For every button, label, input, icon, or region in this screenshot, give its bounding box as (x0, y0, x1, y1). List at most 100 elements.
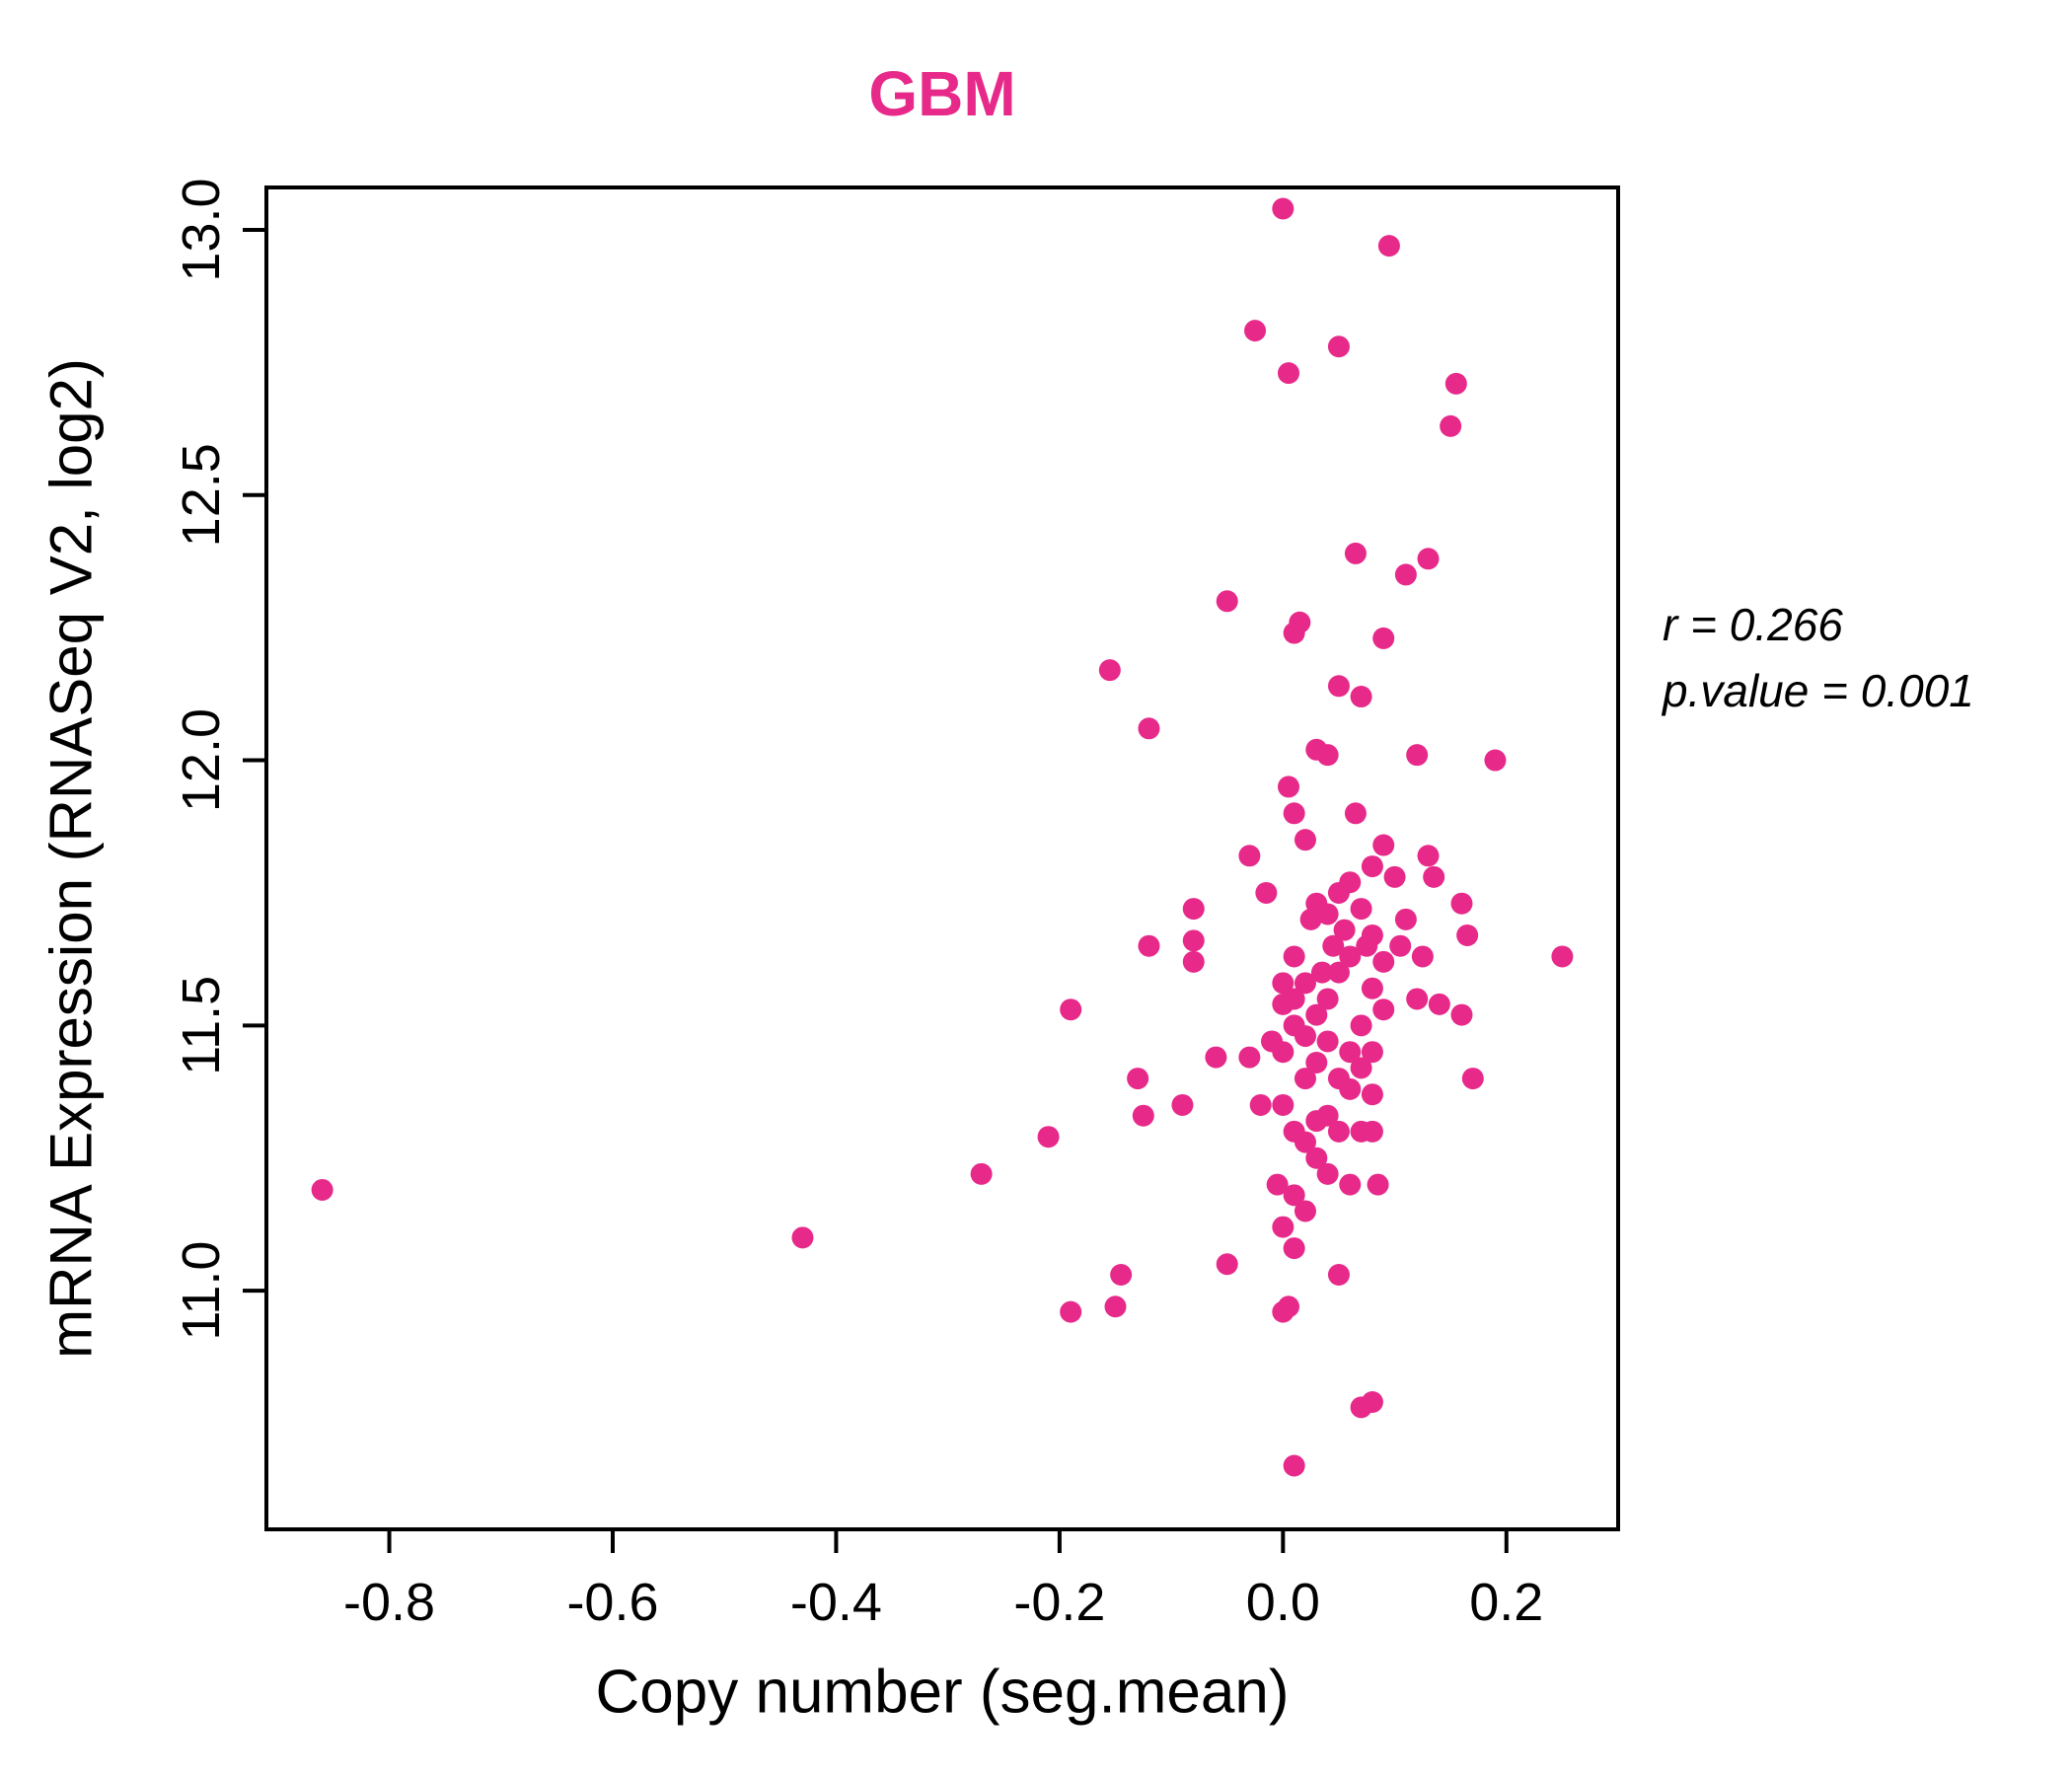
data-point (1394, 563, 1417, 586)
data-point (1060, 999, 1082, 1021)
data-point (1456, 924, 1479, 946)
data-point (1417, 548, 1440, 570)
data-point (1272, 1041, 1295, 1064)
data-point (1361, 1083, 1383, 1106)
data-point (1305, 1147, 1328, 1169)
data-point (1037, 1126, 1060, 1148)
data-point (1294, 829, 1316, 851)
data-point (1411, 945, 1434, 968)
data-point (1450, 1003, 1473, 1026)
data-point (1171, 1093, 1194, 1116)
chart-title: GBM (868, 58, 1016, 129)
data-point (1305, 1051, 1328, 1073)
data-point (1372, 950, 1395, 973)
data-point (1339, 1077, 1362, 1100)
data-point (1389, 934, 1412, 957)
data-point (1098, 659, 1121, 682)
data-point (1372, 627, 1395, 649)
x-axis-label: Copy number (seg.mean) (595, 1658, 1290, 1727)
data-point (1344, 802, 1367, 825)
r-value-text: r = 0.266 (1663, 599, 1843, 650)
data-point (1372, 834, 1395, 856)
data-point (1333, 919, 1356, 941)
data-point (1283, 1454, 1305, 1477)
data-point (1272, 1093, 1295, 1116)
y-tick-label: 11.0 (172, 1241, 231, 1341)
data-point (1322, 934, 1345, 957)
data-point (1216, 590, 1238, 613)
y-tick-label: 11.5 (172, 976, 231, 1075)
x-tick-label: -0.2 (1013, 1573, 1105, 1632)
data-point (1406, 988, 1429, 1010)
x-tick-label: -0.6 (566, 1573, 658, 1632)
data-point (1272, 993, 1295, 1015)
data-point (1205, 1046, 1227, 1069)
data-point (1299, 908, 1322, 930)
data-point (1350, 1014, 1372, 1037)
data-point (970, 1162, 993, 1185)
data-point (1356, 934, 1378, 957)
data-point (1361, 1120, 1383, 1143)
data-point (1272, 1216, 1295, 1238)
data-point (1305, 1003, 1328, 1026)
data-point (1394, 908, 1417, 930)
data-point (1327, 335, 1350, 358)
data-point (1372, 999, 1395, 1021)
data-point (1104, 1295, 1127, 1318)
data-point (1440, 414, 1462, 437)
data-point (1277, 776, 1299, 798)
data-point (1344, 542, 1367, 564)
data-point (311, 1178, 333, 1201)
data-point (1132, 1104, 1154, 1127)
data-point (1461, 1068, 1484, 1090)
data-point (1283, 802, 1305, 825)
x-tick-label: -0.4 (790, 1573, 882, 1632)
data-point (1272, 197, 1295, 220)
x-tick-label: 0.2 (1469, 1573, 1543, 1632)
data-point (1361, 1041, 1383, 1064)
data-point (1327, 881, 1350, 904)
data-point (1316, 988, 1339, 1010)
data-point (1127, 1068, 1149, 1090)
x-tick-label: -0.8 (343, 1573, 435, 1632)
data-point (1283, 1237, 1305, 1260)
data-point (1216, 1253, 1238, 1276)
data-point (1310, 961, 1333, 984)
data-point (1367, 1173, 1389, 1196)
data-point (1294, 972, 1316, 995)
correlation-annotation: r = 0.266 p.value = 0.001 (1663, 592, 1974, 723)
data-point (1182, 950, 1205, 973)
data-point (1383, 865, 1406, 888)
data-point (1484, 749, 1507, 772)
data-point (1272, 972, 1295, 995)
data-point (1316, 1030, 1339, 1053)
y-tick-label: 12.0 (172, 708, 231, 812)
data-point (1450, 892, 1473, 915)
x-tick-label: 0.0 (1246, 1573, 1320, 1632)
data-point (1272, 1300, 1295, 1323)
data-point (1377, 235, 1400, 258)
data-point (1305, 1110, 1328, 1133)
plot-border (264, 185, 1620, 1531)
data-point (1277, 362, 1299, 385)
data-point (1238, 845, 1261, 867)
data-point (1428, 993, 1450, 1015)
data-point (1327, 1120, 1350, 1143)
data-point (1110, 1263, 1133, 1286)
data-point (1294, 1131, 1316, 1153)
data-point (1417, 845, 1440, 867)
data-point (1551, 945, 1574, 968)
data-point (1266, 1173, 1289, 1196)
data-point (1316, 903, 1339, 925)
data-point (1350, 1396, 1372, 1419)
data-point (1138, 717, 1160, 740)
data-point (1182, 929, 1205, 952)
data-point (1283, 945, 1305, 968)
data-point (791, 1226, 814, 1249)
data-point (1138, 934, 1160, 957)
data-point (1361, 855, 1383, 878)
data-point (1350, 898, 1372, 921)
y-tick-label: 12.5 (172, 443, 231, 547)
data-point (1283, 1184, 1305, 1207)
